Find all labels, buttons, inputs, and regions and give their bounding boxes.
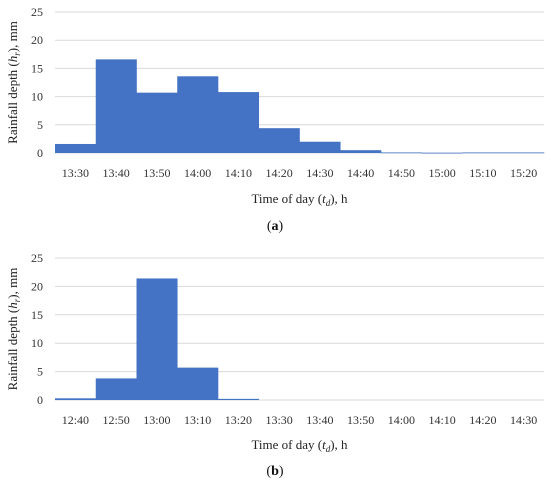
x-tick-label: 15:10 xyxy=(469,166,496,180)
y-tick-label: 10 xyxy=(31,90,43,104)
x-tick-label: 14:10 xyxy=(428,413,455,427)
y-tick-label: 5 xyxy=(37,118,43,132)
y-tick-label: 0 xyxy=(37,146,43,160)
x-tick-label: 13:30 xyxy=(265,413,292,427)
panel-label: (b) xyxy=(266,464,283,479)
x-tick-label: 14:40 xyxy=(347,166,374,180)
x-tick-label: 13:20 xyxy=(225,413,252,427)
chart-panel-b: 0 5 10 15 20 25 12:40 12:50 13:00 13:10 13:20 13:30… xyxy=(5,251,544,479)
x-tick-label: 12:50 xyxy=(102,413,129,427)
bar-12:50 xyxy=(95,378,137,400)
x-tick-label: 12:40 xyxy=(62,413,89,427)
x-tick-label: 14:00 xyxy=(388,413,415,427)
y-tick-label: 20 xyxy=(31,279,43,293)
bar-14:30 xyxy=(299,141,341,153)
bar-14:00 xyxy=(177,76,219,153)
y-tick-label: 15 xyxy=(31,308,43,322)
y-tick-label: 15 xyxy=(31,61,43,75)
x-tick-label: 14:00 xyxy=(184,166,211,180)
bar-15:00 xyxy=(421,152,463,154)
bar-14:40 xyxy=(340,150,382,153)
x-tick-label: 13:30 xyxy=(62,166,89,180)
y-tick-label: 10 xyxy=(31,336,43,350)
panel-label: (a) xyxy=(267,219,284,234)
x-tick-label: 14:20 xyxy=(469,413,496,427)
bar-12:40 xyxy=(55,398,97,400)
bar-15:10 xyxy=(462,152,504,154)
bar-13:00 xyxy=(136,278,178,400)
y-tick-label: 5 xyxy=(37,365,43,379)
bar-13:20 xyxy=(218,398,260,400)
x-tick-label: 15:20 xyxy=(510,166,537,180)
chart-panel-a: 0 5 10 15 20 25 13:30 13:40 13:50 14:00 14:10 14:20… xyxy=(5,5,545,234)
y-axis-title: Rainfall depth (hr), mm xyxy=(5,21,22,144)
bar-14:10 xyxy=(218,92,260,153)
bar-15:20 xyxy=(503,152,545,154)
x-tick-label: 14:20 xyxy=(265,166,292,180)
x-tick-label: 14:30 xyxy=(510,413,537,427)
y-axis-title: Rainfall depth (hr), mm xyxy=(5,268,22,391)
y-tick-label: 25 xyxy=(31,251,43,265)
x-tick-label: 13:40 xyxy=(102,166,129,180)
x-tick-label: 13:50 xyxy=(143,166,170,180)
bar-13:40 xyxy=(95,59,137,153)
x-tick-label: 14:10 xyxy=(225,166,252,180)
x-tick-label: 14:30 xyxy=(306,166,333,180)
y-tick-label: 0 xyxy=(37,393,43,407)
bar-13:10 xyxy=(177,367,219,400)
x-tick-label: 13:00 xyxy=(143,413,170,427)
x-axis-title: Time of day (td), h xyxy=(251,437,348,454)
x-axis-title: Time of day (td), h xyxy=(251,191,348,208)
x-tick-label: 13:40 xyxy=(306,413,333,427)
x-tick-label: 14:50 xyxy=(388,166,415,180)
x-tick-label: 15:00 xyxy=(428,166,455,180)
bar-14:20 xyxy=(258,128,300,153)
y-tick-label: 25 xyxy=(31,5,43,19)
y-tick-label: 20 xyxy=(31,33,43,47)
bar-14:50 xyxy=(381,152,423,154)
bar-13:30 xyxy=(55,143,97,153)
x-tick-label: 13:50 xyxy=(347,413,374,427)
x-tick-label: 13:10 xyxy=(184,413,211,427)
bar-13:50 xyxy=(136,92,178,153)
